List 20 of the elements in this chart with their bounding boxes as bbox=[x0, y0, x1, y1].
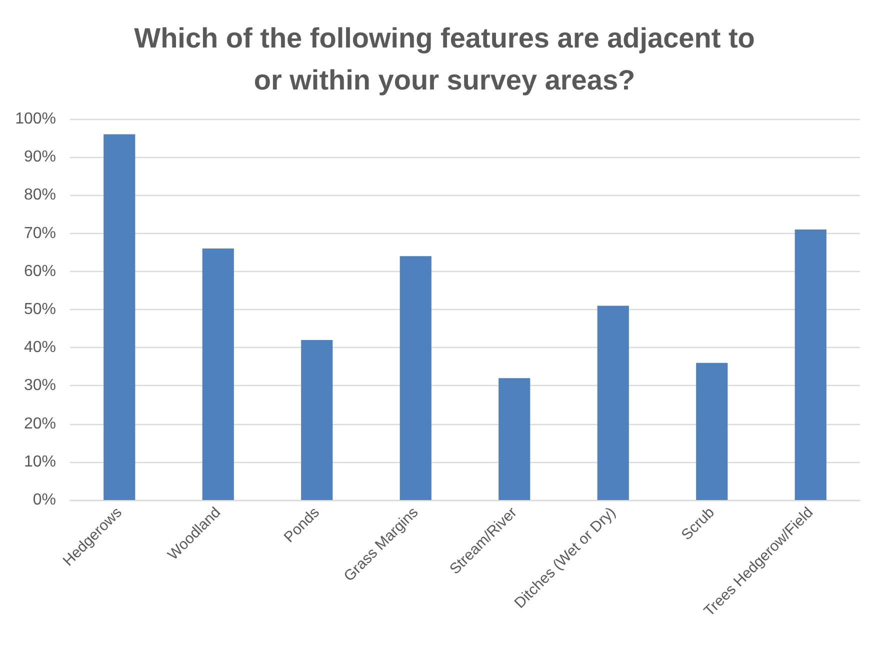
y-tick-label: 90% bbox=[24, 148, 56, 166]
y-tick-label: 20% bbox=[24, 415, 56, 432]
bar bbox=[794, 229, 826, 500]
y-tick-label: 40% bbox=[24, 339, 56, 356]
bar bbox=[400, 256, 432, 500]
bar bbox=[104, 134, 136, 500]
y-tick-label: 30% bbox=[24, 377, 56, 394]
chart-title: Which of the following features are adjacent to or within your survey areas? bbox=[134, 22, 755, 96]
bar bbox=[498, 378, 530, 500]
y-tick-label: 0% bbox=[32, 492, 56, 508]
y-tick-label: 100% bbox=[15, 110, 56, 128]
y-tick-label: 50% bbox=[24, 301, 56, 318]
bar bbox=[301, 340, 333, 500]
bar bbox=[696, 362, 728, 500]
bar bbox=[597, 306, 629, 500]
y-tick-label: 60% bbox=[24, 262, 56, 280]
bar bbox=[202, 248, 234, 500]
y-tick-label: 70% bbox=[24, 224, 56, 242]
y-tick-label: 80% bbox=[24, 186, 56, 204]
y-tick-label: 10% bbox=[24, 453, 56, 470]
